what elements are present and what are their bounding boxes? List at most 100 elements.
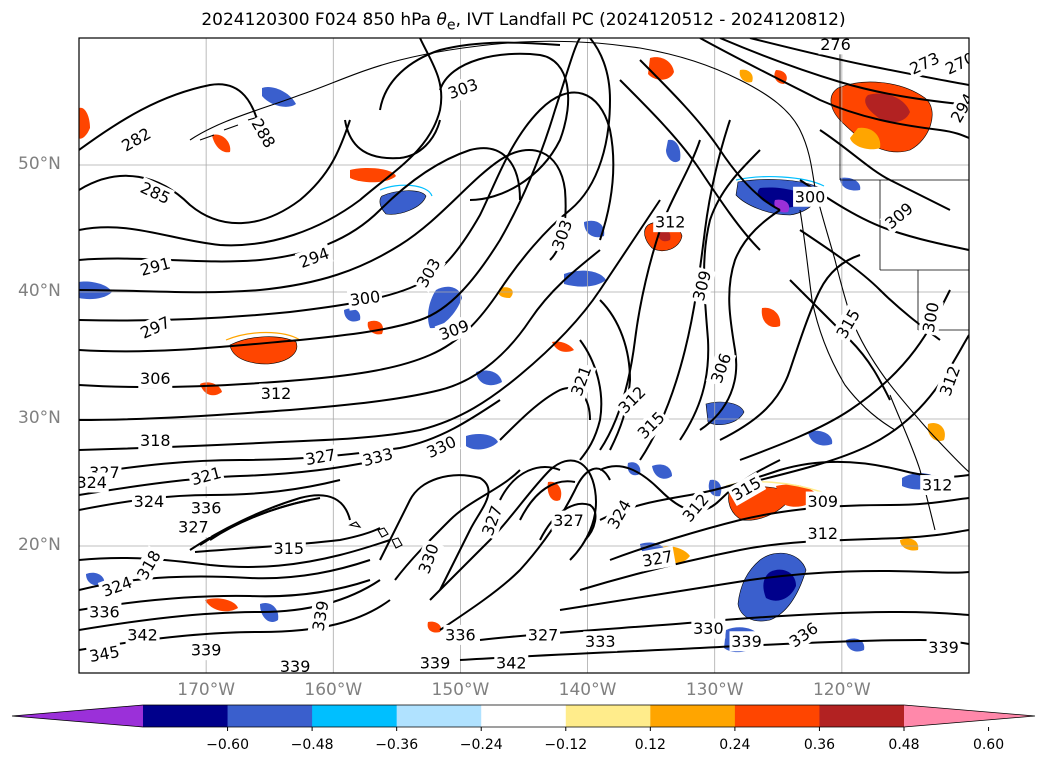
contour-label: 300 [346,286,384,311]
contour-label-bg [945,88,969,128]
shade-negative [379,190,427,215]
contour-label-bg [259,383,294,404]
theta-symbol: θ [436,10,447,30]
contour-label-text: 312 [922,476,953,495]
contour-label-bg [138,368,173,389]
contour-label: 306 [138,368,173,389]
colorbar-tick-label: −0.24 [459,737,503,753]
contour-line [599,460,969,521]
contour-label-text: 300 [795,187,826,206]
contour-label-bg [920,475,955,496]
contour-label-bg [187,462,226,491]
colorbar-tick-label: −0.12 [544,737,588,753]
contour-label-bg [705,348,737,388]
contour-label-bg [687,266,717,305]
shade-negative [652,464,672,479]
contour-label-bg [805,491,840,512]
contour-label-bg [246,113,281,153]
lon-label: 140°W [558,680,617,700]
contour-line [579,529,969,591]
contour-label-bg [85,641,123,667]
contour-label-bg [729,631,764,652]
contour-label: 342 [125,624,160,645]
contour-line [79,38,581,353]
contour-label: 342 [494,652,529,673]
contour-line [479,610,969,641]
contour-label-text: 315 [274,539,305,558]
shade-outline [379,184,433,197]
lat-label: 50°N [18,154,61,174]
contour-line [79,38,443,247]
contour-label-bg [138,430,173,451]
shade-negative [86,572,105,586]
contour-label-text: 276 [820,35,851,54]
shade-negative [808,430,833,446]
contour-label-bg [358,443,397,472]
contour-label-bg [131,491,166,512]
coastline-alaska [189,40,816,189]
shade-positive [865,93,910,123]
shade-positive [900,538,919,551]
contour-label-text: 330 [693,619,724,638]
contour-label-bg [136,252,175,281]
contour-label-bg [793,186,828,207]
contour-label-bg [346,286,384,311]
contour-label-text: 342 [496,653,527,672]
contour-label-bg [294,242,334,273]
contour-line [79,579,381,631]
contour-line [79,83,263,151]
contour-label-bg [189,640,224,661]
contour-label: 312 [920,475,955,496]
contour-label-bg [583,631,618,652]
contour-label-bg [97,571,137,602]
contour-line [79,147,521,263]
contour-label-bg [307,597,334,635]
colorbar-segment [734,705,820,727]
contour-line [609,497,969,561]
contour-label: 324 [131,491,166,512]
contour-line [79,459,381,496]
shade-positive [552,341,574,352]
contour-label-text: 309 [808,492,839,511]
contour-label: 339 [926,637,961,658]
contour-label-bg [302,444,340,470]
contour-label-text: 336 [445,625,476,644]
colorbar-segment [227,705,313,727]
shade-outline [735,176,825,187]
contour-label-bg [79,472,109,493]
contour-label: 339 [729,631,764,652]
lon-label: 170°W [177,680,236,700]
contour-label-text: 324 [134,492,165,511]
contour-label-text: 312 [808,524,839,543]
shade-positive [761,307,781,328]
lat-label: 40°N [18,281,61,301]
colorbar-extend-high [904,705,1035,727]
contour-label-bg [494,652,529,673]
contour-line [379,474,490,591]
contour-label-bg [831,304,866,344]
contour-label-bg [87,602,122,623]
contour-line [439,52,570,201]
contour-label-bg [116,122,156,157]
contour-label-bg [904,47,945,80]
shade-outline [225,331,301,341]
contour-label-bg [135,176,175,210]
contour-label: 276 [818,35,853,55]
contour-label: 336 [189,497,224,518]
shade-positive [774,70,787,84]
contour-label: 336 [443,624,478,645]
contour-label-bg [677,488,715,528]
colorbar-tick-label: −0.36 [375,737,419,753]
map-title: 2024120300 F024 850 hPa θe, IVT Landfall… [201,10,846,34]
contour-label-text: 333 [585,632,616,651]
contour-label-bg [940,47,969,80]
colorbar-tick-label: 0.48 [888,737,920,753]
colorbar-segment [650,705,736,727]
contour-line [79,119,351,225]
contour-label: 309 [805,491,840,512]
contour-label-text: 300 [349,287,382,310]
contour-label: 336 [87,602,122,623]
contour-label-bg [131,545,167,585]
colorbar-tick-label: 0.36 [803,737,836,753]
contour-label-bg [421,430,461,464]
